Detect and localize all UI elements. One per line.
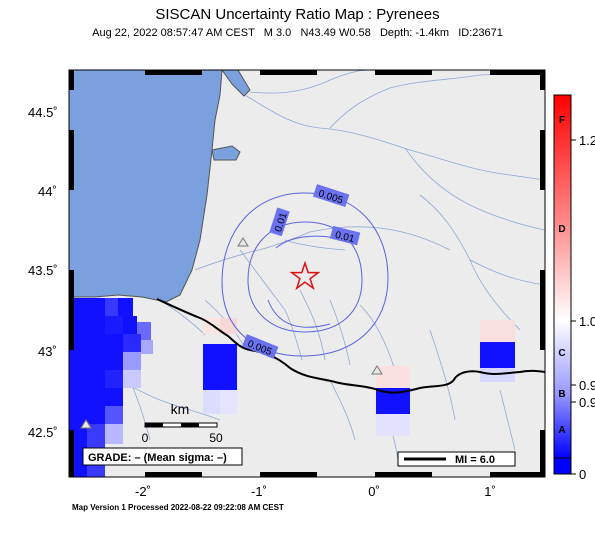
scale-unit: km bbox=[171, 401, 190, 417]
gironde-estuary bbox=[221, 70, 251, 97]
event-magnitude: M 3.0 bbox=[263, 27, 292, 39]
map-frame bbox=[68, 69, 546, 478]
station-triangle bbox=[237, 237, 249, 247]
colorbar-value: 0.9 bbox=[579, 378, 595, 393]
y-tick-label: 42.5˚ bbox=[28, 425, 58, 440]
x-tick-label: 0˚ bbox=[368, 484, 380, 499]
event-depth: Depth: -1.4km bbox=[379, 27, 450, 39]
colorbar-value: 1.0 bbox=[579, 314, 595, 329]
y-tick-label: 44.5˚ bbox=[28, 105, 58, 120]
event-datetime: Aug 22, 2022 08:57:47 AM CEST bbox=[92, 27, 255, 39]
processing-footer: Map Version 1 Processed 2022-08-22 09:22… bbox=[72, 503, 284, 512]
scale-max: 50 bbox=[209, 431, 223, 445]
event-info: Aug 22, 2022 08:57:47 AM CEST M 3.0 N43.… bbox=[0, 27, 595, 39]
event-id: ID:23671 bbox=[458, 27, 503, 39]
grade-box: GRADE: – (Mean sigma: –) bbox=[82, 447, 243, 466]
station-triangle bbox=[80, 419, 92, 429]
river-network bbox=[94, 70, 545, 461]
x-axis-labels: -2˚ -1˚ 0˚ 1˚ bbox=[135, 484, 496, 499]
grade-letter: A bbox=[558, 425, 565, 436]
event-location: N43.49 W0.58 bbox=[300, 27, 371, 39]
country-border bbox=[156, 298, 545, 394]
y-axis-labels: 44.5˚ 44˚ 43.5˚ 43˚ 42.5˚ bbox=[28, 105, 58, 440]
colorbar-value: 0 bbox=[579, 467, 586, 482]
colorbar: F D C B A 1.2 1.0 0.9 0.9 0 bbox=[553, 94, 595, 482]
y-tick-label: 43.5˚ bbox=[28, 263, 58, 278]
station-triangle bbox=[371, 365, 383, 375]
station-markers bbox=[80, 237, 383, 429]
scale-zero: 0 bbox=[142, 431, 149, 445]
grade-letter: B bbox=[558, 389, 565, 400]
contour-lines bbox=[221, 192, 389, 357]
colorbar-value: 1.2 bbox=[579, 133, 595, 148]
grade-letter: C bbox=[558, 348, 565, 359]
mi-legend: MI = 6.0 bbox=[397, 451, 516, 467]
grade-letter: D bbox=[558, 224, 565, 235]
contour-label-2: 0.01 bbox=[334, 230, 356, 245]
y-tick-label: 43˚ bbox=[38, 344, 57, 359]
x-tick-label: -1˚ bbox=[251, 484, 267, 499]
distance-scale: km 0 50 bbox=[142, 401, 223, 445]
x-tick-label: -2˚ bbox=[135, 484, 151, 499]
ratio-cells bbox=[69, 298, 515, 477]
contour-labels: 0.005 0.01 0.01 0.005 bbox=[241, 184, 361, 359]
sea-area bbox=[69, 70, 223, 303]
epicenter-star bbox=[289, 260, 321, 291]
grade-text: GRADE: – (Mean sigma: –) bbox=[88, 452, 227, 464]
lagoon-arcachon bbox=[211, 145, 241, 161]
x-tick-label: 1˚ bbox=[484, 484, 496, 499]
grade-letter: F bbox=[559, 115, 565, 126]
map-title: SISCAN Uncertainty Ratio Map : Pyrenees bbox=[155, 6, 440, 23]
mi-legend-text: MI = 6.0 bbox=[455, 454, 495, 466]
colorbar-value: 0.9 bbox=[579, 395, 595, 410]
y-tick-label: 44˚ bbox=[38, 184, 57, 199]
